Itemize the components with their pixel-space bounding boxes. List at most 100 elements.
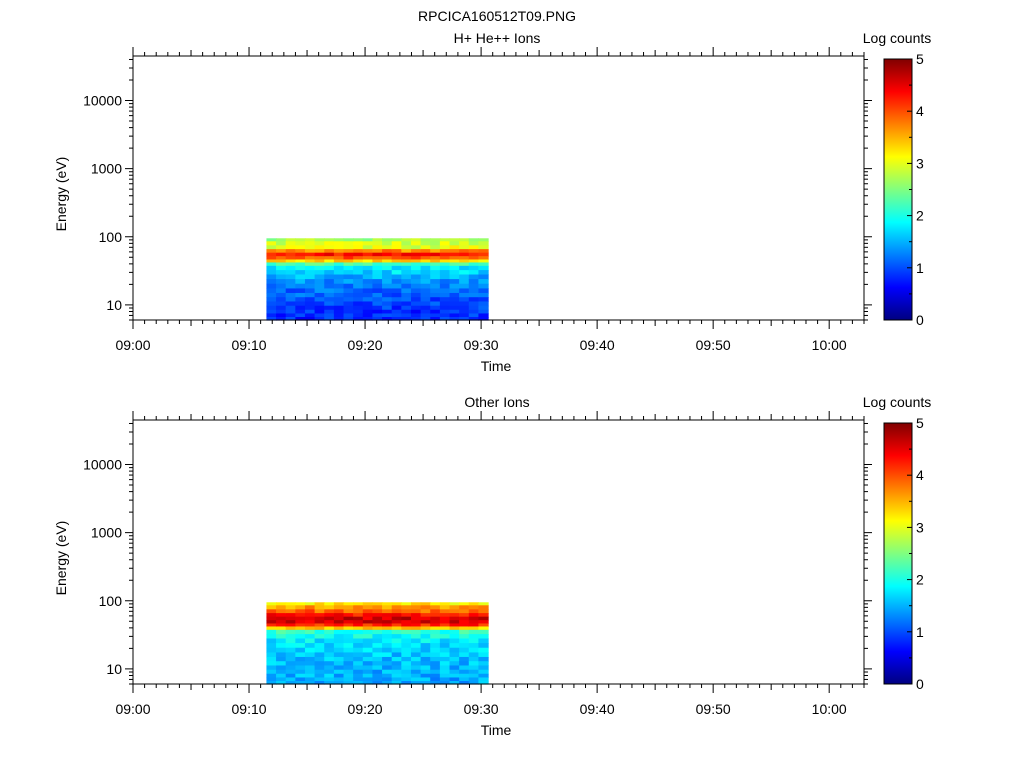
heatmap-cell	[314, 265, 325, 271]
heatmap-cell	[459, 681, 470, 685]
heatmap-cell	[439, 245, 451, 250]
heatmap-cell	[439, 283, 451, 290]
heatmap-cell	[468, 681, 480, 685]
heatmap-cell	[478, 305, 489, 311]
heatmap-cell	[401, 274, 412, 280]
heatmap-cell	[439, 292, 451, 298]
heatmap-cell	[420, 643, 431, 649]
heatmap-cell	[285, 677, 296, 682]
heatmap-cell	[343, 665, 354, 671]
heatmap-cell	[478, 256, 489, 261]
heatmap-cell	[266, 297, 277, 303]
heatmap-cell	[314, 626, 325, 631]
heatmap-cell	[420, 265, 431, 271]
heatmap-cell	[430, 665, 441, 671]
heatmap-cell	[401, 638, 412, 644]
heatmap-cell	[276, 238, 287, 242]
heatmap-cell	[314, 262, 325, 267]
heatmap-cell	[459, 288, 470, 294]
heatmap-cell	[382, 283, 393, 290]
heatmap-cell	[401, 626, 412, 631]
heatmap-cell	[353, 652, 364, 658]
heatmap-cell	[304, 245, 316, 250]
heatmap-cell	[295, 259, 306, 264]
heatmap-cell	[410, 238, 422, 242]
heatmap-cell	[401, 241, 412, 246]
heatmap-cell	[314, 270, 325, 276]
heatmap-cell	[285, 288, 296, 294]
heatmap-cell	[410, 626, 422, 631]
heatmap-cell	[439, 317, 451, 321]
heatmap-cell	[420, 270, 431, 276]
heatmap-cell	[372, 252, 383, 257]
heatmap-cell	[468, 620, 480, 625]
heatmap-cell	[343, 616, 354, 621]
heatmap-cell	[439, 274, 451, 280]
heatmap-cell	[410, 288, 422, 294]
heatmap-cell	[372, 241, 383, 246]
heatmap-cell	[449, 656, 460, 662]
heatmap-cell	[420, 259, 431, 264]
heatmap-cell	[478, 309, 489, 315]
heatmap-cell	[391, 262, 402, 267]
heatmap-cell	[304, 283, 316, 290]
heatmap-cell	[420, 661, 431, 667]
heatmap-cell	[266, 609, 277, 614]
heatmap-cell	[478, 238, 489, 242]
heatmap-cell	[382, 265, 393, 271]
heatmap-cell	[410, 279, 422, 285]
heatmap-cell	[304, 643, 316, 649]
heatmap-cell	[314, 638, 325, 644]
heatmap-cell	[372, 292, 383, 298]
heatmap-cell	[295, 652, 306, 658]
heatmap-cell	[295, 309, 306, 315]
heatmap-cell	[333, 616, 345, 621]
heatmap-cell	[324, 620, 335, 625]
heatmap-cell	[430, 317, 441, 321]
heatmap-cell	[439, 620, 451, 625]
x-tick-label: 10:00	[812, 701, 847, 717]
heatmap-cell	[304, 274, 316, 280]
heatmap-cell	[420, 605, 431, 610]
heatmap-cell	[276, 638, 287, 644]
heatmap-cell	[333, 292, 345, 298]
heatmap-cell	[449, 643, 460, 649]
heatmap-cell	[333, 305, 345, 311]
heatmap-cell	[430, 249, 441, 254]
heatmap-cell	[401, 313, 412, 318]
heatmap-cell	[266, 656, 277, 662]
heatmap-cell	[459, 677, 470, 682]
heatmap-cell	[295, 620, 306, 625]
heatmap-cell	[459, 647, 470, 654]
heatmap-cell	[285, 656, 296, 662]
heatmap-cell	[276, 629, 287, 635]
heatmap-cell	[449, 613, 460, 618]
heatmap-cell	[468, 616, 480, 621]
heatmap-cell	[449, 647, 460, 654]
heatmap-cell	[391, 297, 402, 303]
heatmap-cell	[333, 309, 345, 315]
heatmap-cell	[410, 661, 422, 667]
heatmap-cell	[459, 643, 470, 649]
heatmap-cell	[420, 669, 431, 675]
heatmap-cell	[430, 681, 441, 685]
heatmap-cell	[430, 643, 441, 649]
heatmap-cell	[420, 647, 431, 654]
heatmap-cell	[314, 283, 325, 290]
heatmap-cell	[478, 270, 489, 276]
heatmap-cell	[333, 288, 345, 294]
heatmap-cell	[391, 238, 402, 242]
heatmap-cell	[362, 656, 374, 662]
x-tick-label: 09:00	[115, 701, 150, 717]
heatmap-cell	[343, 245, 354, 250]
heatmap-cell	[276, 677, 287, 682]
colorbar-label: Log counts	[863, 30, 932, 46]
panel-title: H+ He++ Ions	[454, 30, 541, 46]
heatmap-cell	[353, 259, 364, 264]
heatmap-cell	[372, 613, 383, 618]
heatmap-cell	[333, 629, 345, 635]
heatmap-cell	[353, 656, 364, 662]
heatmap-cell	[372, 305, 383, 311]
heatmap-cell	[314, 669, 325, 675]
heatmap-cell	[333, 609, 345, 614]
